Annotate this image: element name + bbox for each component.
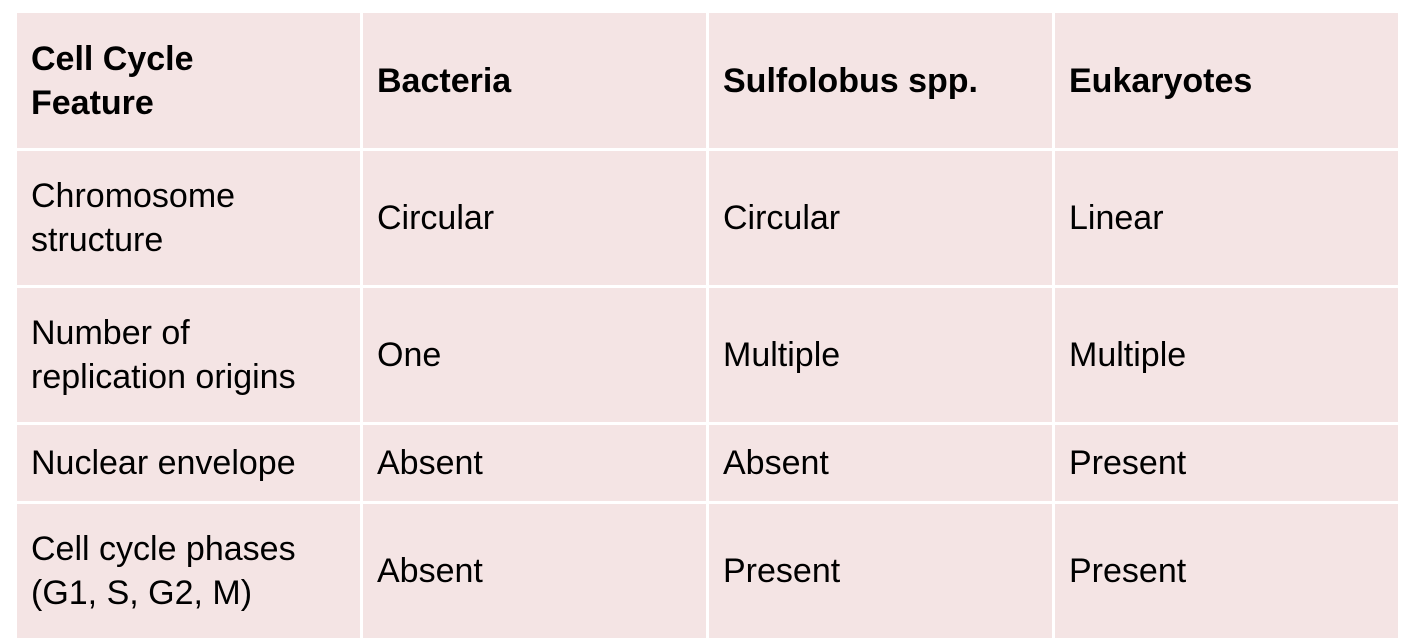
header-cell-sulfolobus: Sulfolobus spp. <box>709 13 1052 148</box>
comparison-table-container: Cell Cycle Feature Bacteria Sulfolobus sp… <box>14 10 1398 638</box>
table-header-row: Cell Cycle Feature Bacteria Sulfolobus sp… <box>17 13 1398 148</box>
table-row: Number of replication origins One Multipl… <box>17 288 1398 422</box>
row-label: Chromosome structure <box>31 177 236 259</box>
row-label: Number of replication origins <box>31 314 296 396</box>
table-cell: Absent <box>363 504 706 638</box>
table-cell: Absent <box>363 425 706 501</box>
table-cell: Cell cycle phases (G1, S, G2, M) <box>17 504 360 638</box>
header-cell-eukaryotes: Eukaryotes <box>1055 13 1398 148</box>
cell-value: Present <box>723 552 841 590</box>
table-cell: Linear <box>1055 151 1398 285</box>
cell-value: Multiple <box>1069 336 1187 374</box>
table-row: Nuclear envelope Absent Absent Present <box>17 425 1398 501</box>
header-cell-feature: Cell Cycle Feature <box>17 13 360 148</box>
table-cell: Absent <box>709 425 1052 501</box>
row-label: Cell cycle phases (G1, S, G2, M) <box>31 530 296 612</box>
table-cell: Circular <box>709 151 1052 285</box>
cell-value: Circular <box>723 199 841 237</box>
row-label: Nuclear envelope <box>31 444 296 482</box>
header-label: Bacteria <box>377 61 512 100</box>
table-cell: Number of replication origins <box>17 288 360 422</box>
cell-value: Linear <box>1069 199 1164 237</box>
table-cell: Multiple <box>709 288 1052 422</box>
header-cell-bacteria: Bacteria <box>363 13 706 148</box>
cell-value: One <box>377 336 442 374</box>
table-cell: One <box>363 288 706 422</box>
table-cell: Present <box>1055 425 1398 501</box>
table-cell: Present <box>1055 504 1398 638</box>
header-label: Cell Cycle Feature <box>31 39 194 122</box>
cell-value: Present <box>1069 444 1187 482</box>
table-cell: Circular <box>363 151 706 285</box>
table-cell: Chromosome structure <box>17 151 360 285</box>
header-label: Eukaryotes <box>1069 61 1253 100</box>
table-cell: Present <box>709 504 1052 638</box>
table-row: Chromosome structure Circular Circular Li… <box>17 151 1398 285</box>
table-cell: Nuclear envelope <box>17 425 360 501</box>
table-row: Cell cycle phases (G1, S, G2, M) Absent P… <box>17 504 1398 638</box>
cell-value: Multiple <box>723 336 841 374</box>
cell-value: Present <box>1069 552 1187 590</box>
table-cell: Multiple <box>1055 288 1398 422</box>
cell-value: Absent <box>723 444 829 482</box>
cell-value: Absent <box>377 552 483 590</box>
cell-value: Absent <box>377 444 483 482</box>
cell-cycle-comparison-table: Cell Cycle Feature Bacteria Sulfolobus sp… <box>14 10 1401 641</box>
cell-value: Circular <box>377 199 495 237</box>
header-label: Sulfolobus spp. <box>723 61 978 100</box>
